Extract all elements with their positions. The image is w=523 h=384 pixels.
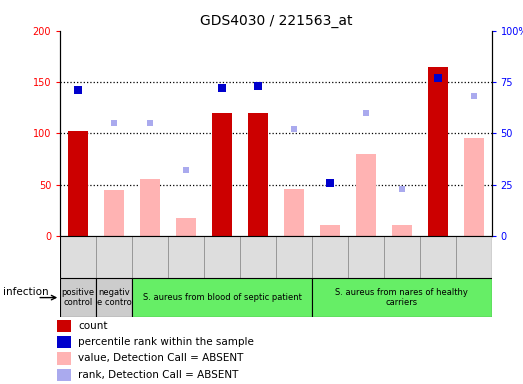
Bar xyxy=(428,67,448,236)
Bar xyxy=(60,278,96,317)
Bar xyxy=(68,131,88,236)
Bar xyxy=(96,278,132,317)
Bar xyxy=(57,320,71,332)
Bar xyxy=(204,236,240,278)
Text: percentile rank within the sample: percentile rank within the sample xyxy=(78,337,254,348)
Bar xyxy=(464,137,484,236)
Bar xyxy=(176,218,196,236)
Text: S. aureus from nares of healthy
carriers: S. aureus from nares of healthy carriers xyxy=(335,288,468,307)
Bar xyxy=(212,113,232,236)
Bar xyxy=(96,236,132,278)
Bar xyxy=(57,336,71,348)
Bar xyxy=(132,236,168,278)
Bar xyxy=(419,236,456,278)
Bar xyxy=(140,179,160,236)
Bar xyxy=(60,236,96,278)
Bar xyxy=(57,369,71,381)
Bar xyxy=(104,190,124,236)
Bar xyxy=(248,113,268,236)
Bar xyxy=(356,154,376,236)
Text: negativ
e contro: negativ e contro xyxy=(97,288,131,307)
Text: positive
control: positive control xyxy=(62,288,95,307)
Title: GDS4030 / 221563_at: GDS4030 / 221563_at xyxy=(200,14,352,28)
Text: rank, Detection Call = ABSENT: rank, Detection Call = ABSENT xyxy=(78,369,238,380)
Bar xyxy=(320,225,340,236)
Bar xyxy=(57,353,71,364)
Bar xyxy=(312,278,492,317)
Bar xyxy=(276,236,312,278)
Bar xyxy=(168,236,204,278)
Bar xyxy=(392,225,412,236)
Bar xyxy=(284,189,304,236)
Bar xyxy=(384,236,419,278)
Text: S. aureus from blood of septic patient: S. aureus from blood of septic patient xyxy=(142,293,301,302)
Text: count: count xyxy=(78,321,108,331)
Bar xyxy=(240,236,276,278)
Text: infection: infection xyxy=(3,287,49,297)
Bar xyxy=(348,236,384,278)
Bar xyxy=(132,278,312,317)
Bar xyxy=(456,236,492,278)
Text: value, Detection Call = ABSENT: value, Detection Call = ABSENT xyxy=(78,353,244,364)
Bar xyxy=(312,236,348,278)
